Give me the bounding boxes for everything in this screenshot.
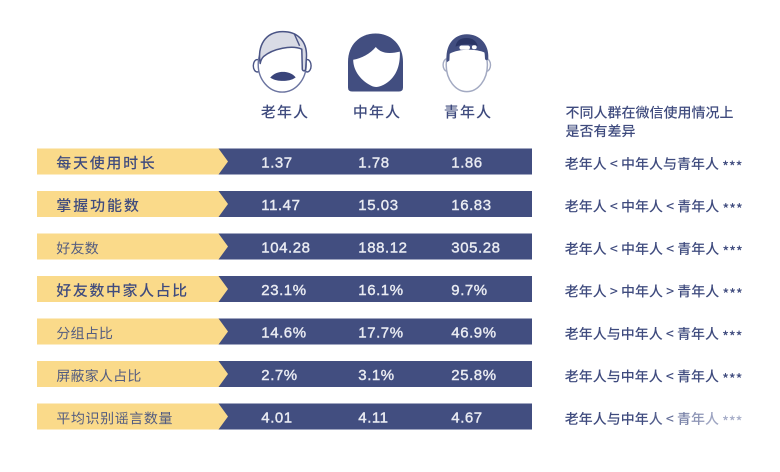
svg-text:17.7%: 17.7%	[358, 325, 403, 342]
svg-text:104.28: 104.28	[261, 240, 310, 257]
svg-text:9.7%: 9.7%	[451, 282, 487, 299]
svg-text:25.8%: 25.8%	[451, 367, 496, 384]
svg-text:1.86: 1.86	[451, 155, 482, 172]
svg-text:188.12: 188.12	[358, 240, 407, 257]
svg-text:46.9%: 46.9%	[451, 325, 496, 342]
svg-text:11.47: 11.47	[261, 197, 300, 214]
svg-text:23.1%: 23.1%	[261, 282, 306, 299]
svg-text:16.83: 16.83	[451, 197, 491, 214]
svg-text:16.1%: 16.1%	[358, 282, 403, 299]
svg-text:4.67: 4.67	[451, 410, 482, 427]
svg-text:305.28: 305.28	[451, 240, 500, 257]
svg-text:4.01: 4.01	[261, 410, 292, 427]
svg-text:15.03: 15.03	[358, 197, 398, 214]
svg-text:1.37: 1.37	[261, 155, 292, 172]
svg-text:14.6%: 14.6%	[261, 325, 306, 342]
svg-text:4.11: 4.11	[358, 410, 388, 427]
svg-text:1.78: 1.78	[358, 155, 389, 172]
svg-text:3.1%: 3.1%	[358, 367, 394, 384]
svg-text:2.7%: 2.7%	[261, 367, 297, 384]
